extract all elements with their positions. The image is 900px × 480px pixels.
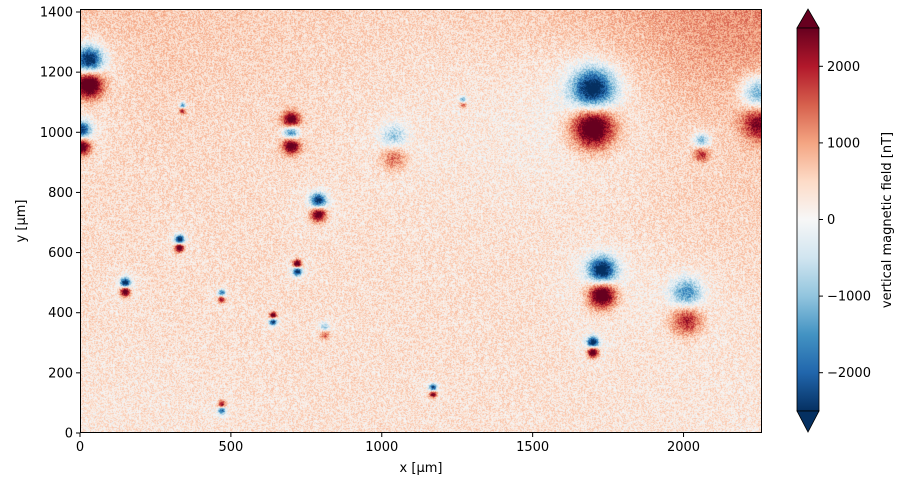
colorbar-tick-label: 1000	[827, 136, 860, 151]
colorbar-ticks: −2000 −1000 0 1000 2000	[819, 60, 871, 381]
colorbar-extend-min	[796, 410, 820, 433]
y-tick-label: 200	[48, 366, 73, 381]
y-tick-label: 600	[48, 246, 73, 261]
y-axis-label: y [µm]	[14, 200, 29, 243]
plot-area	[80, 9, 762, 433]
colorbar-label: vertical magnetic field [nT]	[880, 132, 895, 308]
y-axis: 0 200 400 600 800 1000 1200 1400	[40, 6, 80, 442]
y-tick-label: 1400	[40, 6, 73, 21]
y-tick-label: 800	[48, 186, 73, 201]
colorbar-gradient	[796, 27, 820, 412]
x-tick-label: 2000	[667, 440, 700, 455]
x-tick-label: 1500	[516, 440, 549, 455]
x-axis: 0 500 1000 1500 2000	[76, 433, 700, 455]
colorbar-tick-label: −1000	[827, 290, 871, 305]
y-tick-label: 400	[48, 306, 73, 321]
colorbar: −2000 −1000 0 1000 2000 vertical magnetic fi…	[796, 8, 895, 433]
colorbar-tick-label: −2000	[827, 366, 871, 381]
y-tick-label: 0	[65, 427, 73, 442]
colorbar-extend-max	[796, 8, 820, 29]
colorbar-tick-label: 0	[827, 213, 835, 228]
x-tick-label: 500	[218, 440, 243, 455]
y-tick-label: 1000	[40, 126, 73, 141]
heatmap-image	[80, 9, 762, 433]
x-axis-label: x [µm]	[400, 461, 443, 476]
plot-frame	[80, 9, 762, 433]
y-tick-label: 1200	[40, 66, 73, 81]
x-tick-label: 0	[76, 440, 84, 455]
colorbar-tick-label: 2000	[827, 60, 860, 75]
x-tick-label: 1000	[365, 440, 398, 455]
